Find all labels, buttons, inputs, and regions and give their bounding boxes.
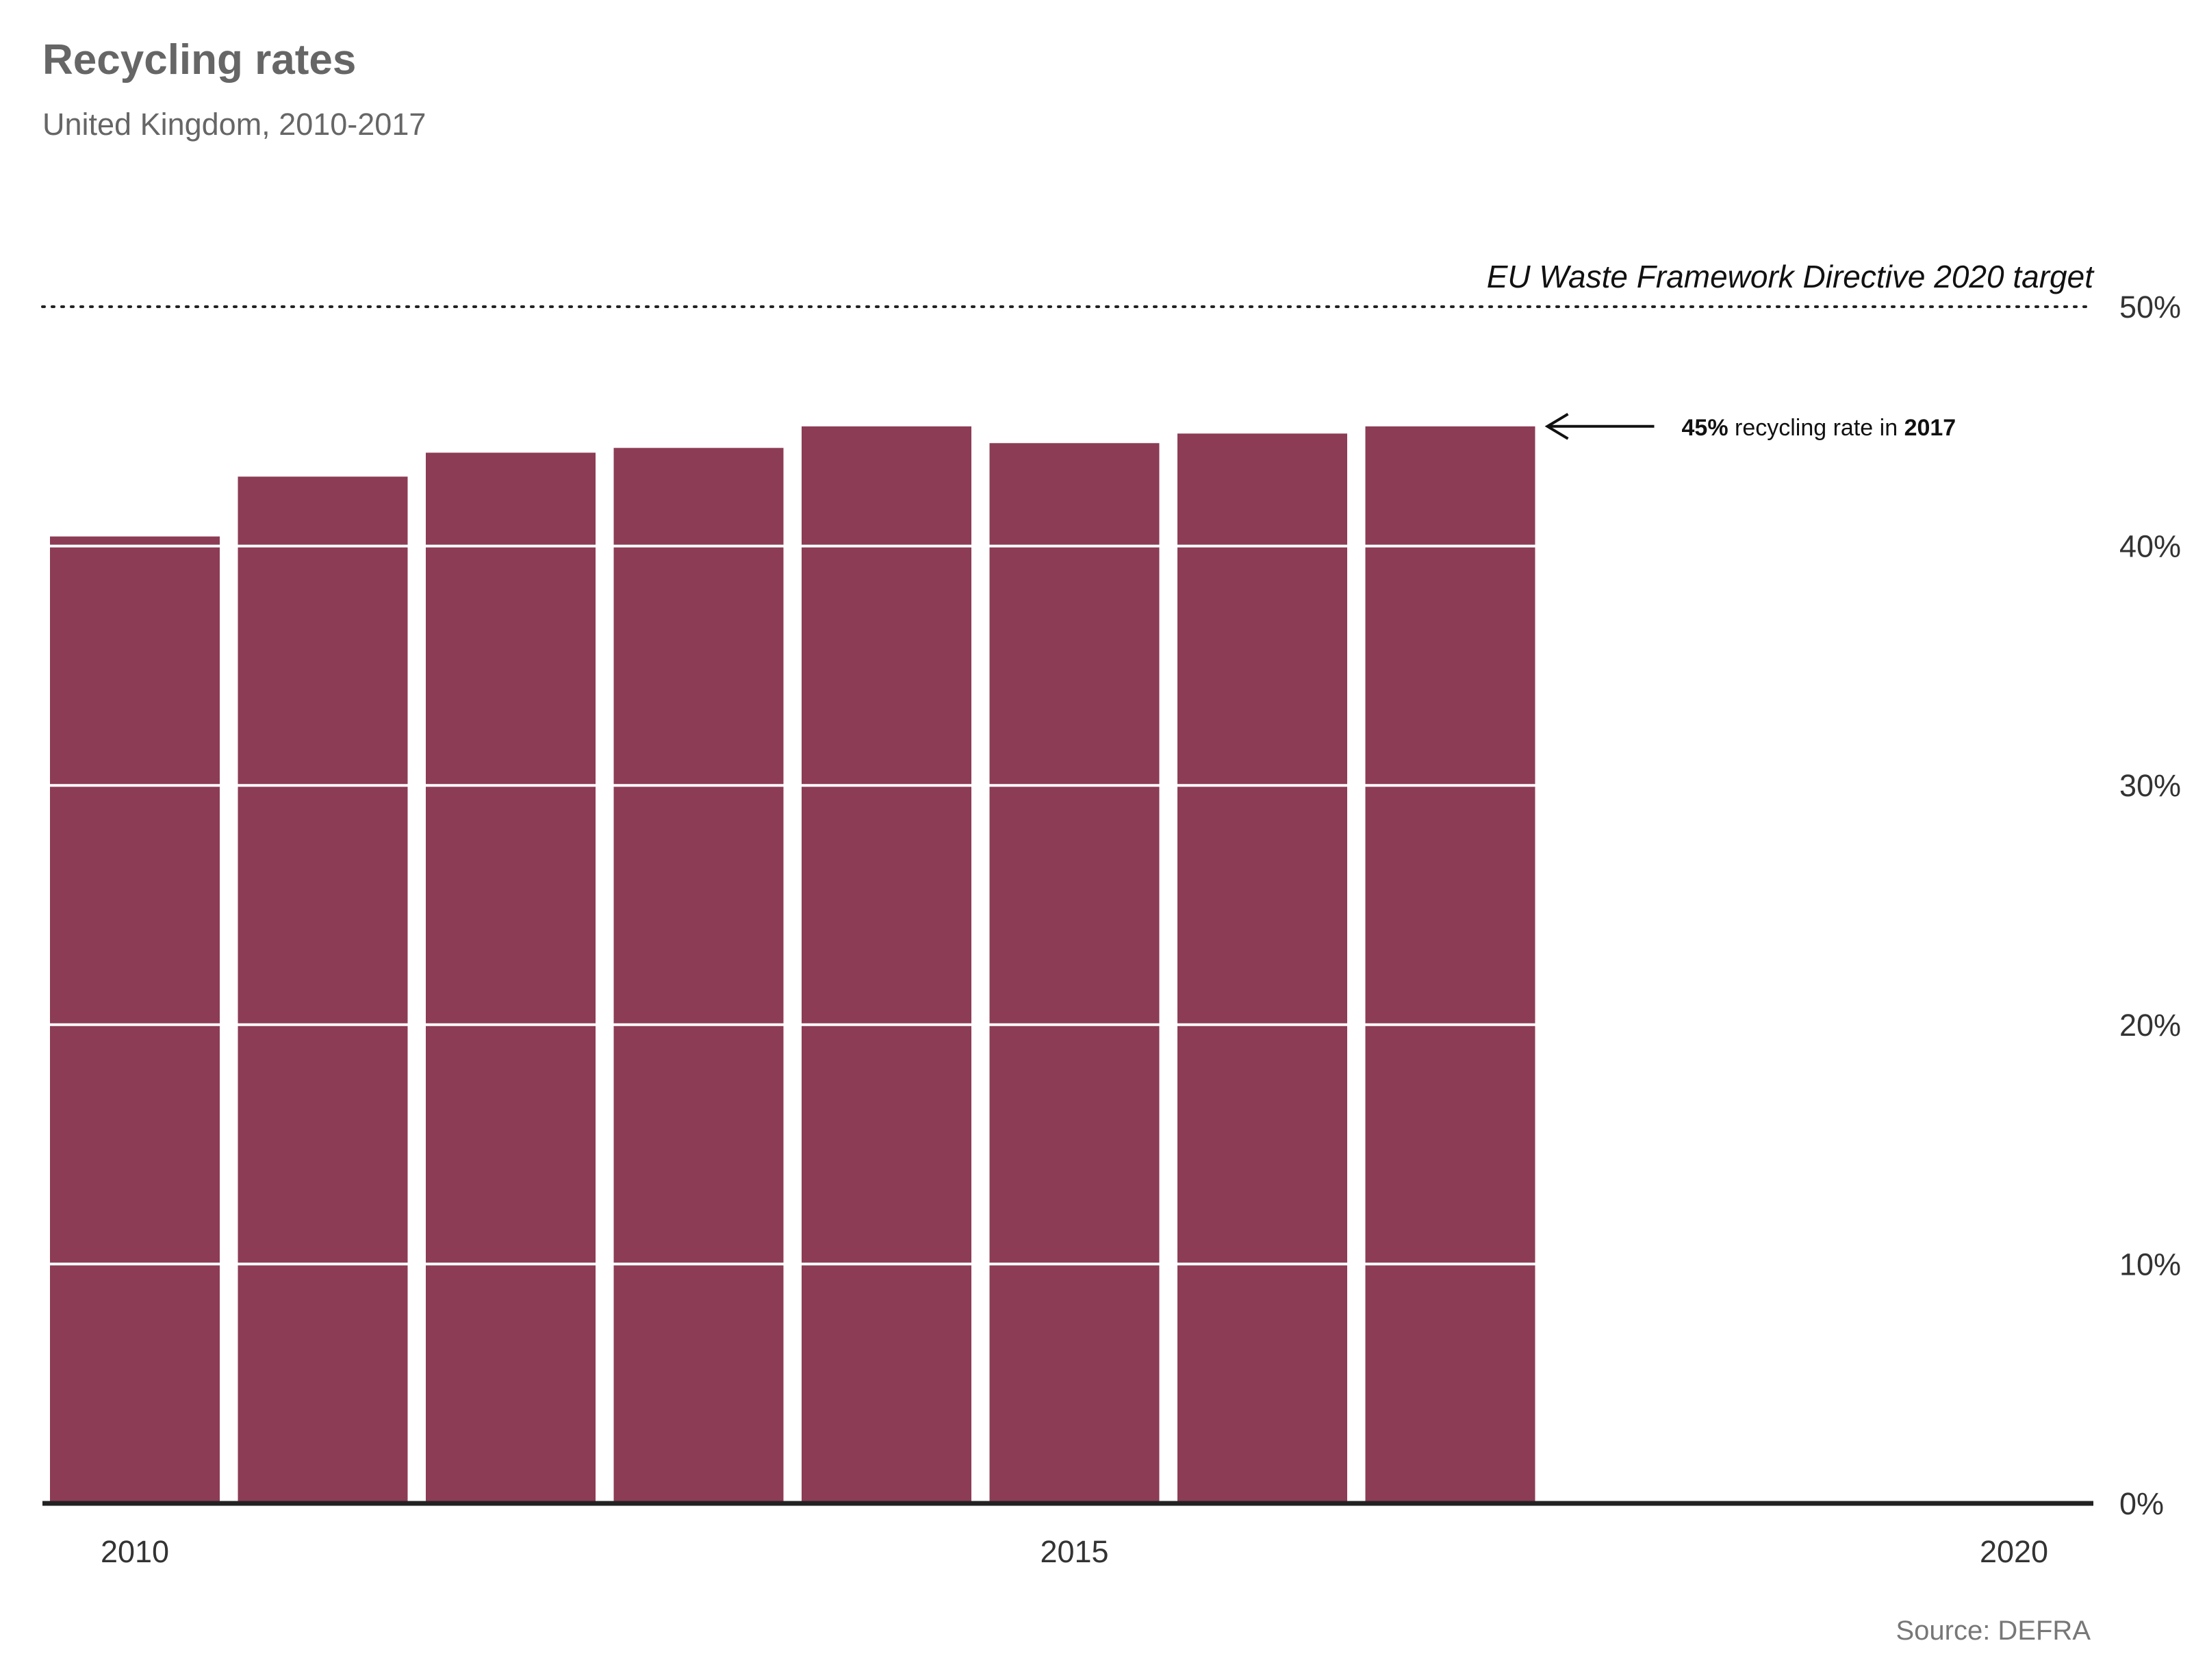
y-tick-label: 10% — [2119, 1247, 2181, 1282]
y-tick-label: 40% — [2119, 529, 2181, 564]
chart-subtitle: United Kingdom, 2010-2017 — [42, 107, 426, 142]
y-tick-label: 30% — [2119, 768, 2181, 803]
bar-2013 — [613, 448, 784, 1504]
annotation-middle: recycling rate in — [1728, 415, 1904, 441]
bar-2011 — [238, 476, 408, 1503]
bar-2017 — [1365, 426, 1535, 1503]
annotation-arrow-head — [1544, 413, 1569, 440]
chart-title: Recycling rates — [42, 36, 357, 84]
bar-2015 — [989, 443, 1160, 1503]
x-tick-label: 2015 — [1040, 1534, 1108, 1569]
source-note: Source: DEFRA — [1896, 1616, 2091, 1646]
y-tick-label: 0% — [2119, 1486, 2164, 1521]
x-tick-label: 2020 — [1980, 1534, 2048, 1569]
y-tick-label: 50% — [2119, 290, 2181, 324]
bar-2010 — [50, 536, 220, 1504]
x-tick-label: 2010 — [101, 1534, 169, 1569]
target-label: EU Waste Framework Directive 2020 target — [1487, 259, 2095, 294]
y-tick-label: 20% — [2119, 1008, 2181, 1043]
annotation-text: 45% recycling rate in 2017 — [1682, 415, 1956, 441]
bar-2012 — [426, 453, 596, 1503]
annotation-value: 45% — [1682, 415, 1728, 441]
bar-2016 — [1177, 433, 1347, 1503]
annotation-year: 2017 — [1904, 415, 1956, 441]
bar-2014 — [802, 426, 971, 1503]
